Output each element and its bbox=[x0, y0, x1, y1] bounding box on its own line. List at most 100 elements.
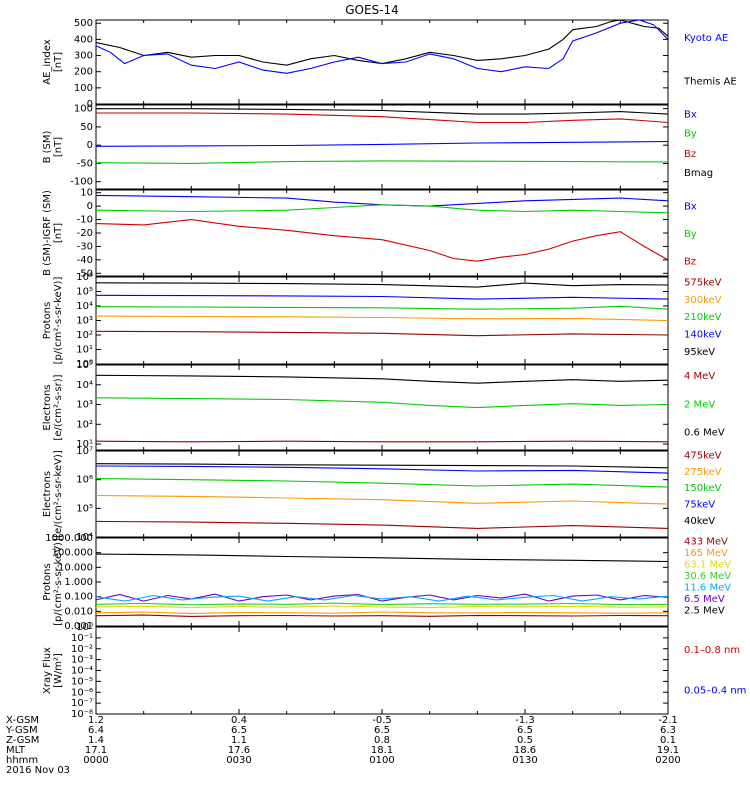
panel-frame bbox=[95, 19, 669, 105]
series-line bbox=[95, 463, 669, 469]
legend-label: 475keV bbox=[684, 450, 722, 461]
orbit-row-label: X-GSM bbox=[6, 715, 39, 726]
orbit-value: 18.1 bbox=[371, 745, 393, 756]
panel-protons2: 0.001 0.010 0.100 1.000 10.000 100.000 1000.00… bbox=[42, 533, 731, 632]
panel-frame bbox=[95, 189, 669, 277]
legend-label: 75keV bbox=[684, 499, 715, 510]
legend-label: By bbox=[684, 229, 697, 240]
y-axis-label: [nT] bbox=[53, 137, 64, 157]
series-line bbox=[95, 477, 669, 488]
orbit-value: -0.5 bbox=[372, 715, 392, 726]
series-line bbox=[95, 440, 669, 443]
y-tick-label: -40 bbox=[77, 255, 93, 266]
legend-label: 2.5 MeV bbox=[684, 605, 725, 616]
series-line bbox=[95, 611, 669, 615]
y-tick-label: 10⁴ bbox=[76, 301, 93, 312]
orbit-value: 6.4 bbox=[88, 725, 104, 736]
y-tick-label: 10⁻⁵ bbox=[71, 676, 93, 687]
y-tick-label: 0 bbox=[87, 99, 93, 110]
series-line bbox=[95, 330, 669, 337]
y-axis-label: [nT] bbox=[53, 52, 64, 72]
panel-electrons1: 10¹ 10² 10³ 10⁴ 10⁵ Electrons [e/(cm²-s-sr)] 4 … bbox=[42, 360, 725, 451]
y-tick-label: 10² bbox=[76, 330, 93, 341]
y-tick-label: 10⁵ bbox=[76, 503, 93, 514]
y-axis-label: Protons bbox=[42, 563, 53, 600]
legend-label: 165 MeV bbox=[684, 548, 728, 559]
y-tick-label: 10⁰ bbox=[76, 622, 93, 633]
orbit-row-label: Z-GSM bbox=[6, 735, 39, 746]
orbit-value: 0.4 bbox=[231, 715, 247, 726]
legend-label: 6.5 MeV bbox=[684, 594, 725, 605]
series-line bbox=[95, 553, 669, 563]
orbit-value: -2.1 bbox=[658, 715, 678, 726]
y-tick-label: 100 bbox=[74, 83, 93, 94]
series-line bbox=[95, 520, 669, 529]
series-line bbox=[95, 19, 669, 66]
y-tick-label: 50 bbox=[80, 122, 93, 133]
y-tick-label: 10⁻¹ bbox=[71, 633, 93, 644]
y-tick-label: 200 bbox=[74, 67, 93, 78]
y-axis-label: Electrons bbox=[42, 384, 53, 430]
legend-label: 63.1 MeV bbox=[684, 560, 731, 571]
y-tick-label: 10⁶ bbox=[76, 272, 93, 283]
orbit-value: 1.2 bbox=[88, 715, 104, 726]
series-line bbox=[95, 494, 669, 505]
panel-protons1: 10⁰ 10¹ 10² 10³ 10⁴ 10⁵ 10⁶ Protons [p/(cm²-s-sr… bbox=[42, 272, 722, 370]
series-line bbox=[95, 294, 669, 300]
orbit-value: 1.4 bbox=[88, 735, 104, 746]
orbit-value: 0130 bbox=[512, 755, 537, 766]
y-tick-label: 10⁰ bbox=[76, 359, 93, 370]
y-tick-label: 10⁶ bbox=[76, 475, 93, 486]
orbit-value: 17.1 bbox=[85, 745, 107, 756]
series-line bbox=[95, 605, 669, 609]
y-tick-label: 0 bbox=[87, 140, 93, 151]
orbit-row-label: MLT bbox=[6, 745, 26, 756]
panel-frame bbox=[95, 626, 669, 715]
legend-label: 300keV bbox=[684, 295, 722, 306]
orbit-value: 6.5 bbox=[231, 725, 247, 736]
y-tick-label: -20 bbox=[77, 228, 93, 239]
y-tick-label: -50 bbox=[77, 268, 93, 279]
y-axis-label: AE_index bbox=[42, 39, 53, 85]
series-line bbox=[95, 160, 669, 164]
legend-label: 0.6 MeV bbox=[684, 427, 725, 438]
y-tick-label: -30 bbox=[77, 241, 93, 252]
legend-label: 4 MeV bbox=[684, 371, 715, 382]
panel-ae: 0 100 200 300 400 500 AE_index [nT] Kyoto AE Them… bbox=[42, 18, 737, 110]
orbit-value: 6.5 bbox=[374, 725, 390, 736]
y-tick-label: 0.100 bbox=[64, 592, 93, 603]
y-tick-label: 10⁻⁶ bbox=[71, 687, 93, 698]
y-tick-label: 10⁷ bbox=[76, 446, 93, 457]
series-line bbox=[95, 305, 669, 310]
y-tick-label: -100 bbox=[70, 177, 93, 188]
y-tick-label: 10⁴ bbox=[76, 380, 93, 391]
y-tick-label: 0.010 bbox=[64, 606, 93, 617]
y-tick-label: 0 bbox=[87, 201, 93, 212]
y-tick-label: 10⁻⁷ bbox=[71, 698, 93, 709]
y-tick-label: 100.000 bbox=[52, 548, 93, 559]
y-tick-label: 10⁵ bbox=[76, 360, 93, 371]
series-line bbox=[95, 374, 669, 384]
panel-frame bbox=[95, 104, 669, 190]
series-line bbox=[95, 594, 669, 602]
y-tick-label: 10⁻³ bbox=[71, 655, 93, 666]
orbit-value: 0.1 bbox=[660, 735, 676, 746]
legend-label: 95keV bbox=[684, 347, 715, 358]
series-line bbox=[95, 140, 669, 147]
orbit-value: 6.5 bbox=[517, 725, 533, 736]
orbit-row-label: hhmm bbox=[6, 755, 38, 766]
orbit-value: 0200 bbox=[655, 755, 680, 766]
y-tick-label: 10¹ bbox=[76, 345, 93, 356]
series-line bbox=[95, 397, 669, 409]
y-axis-label: [e/(cm²-s-sr)] bbox=[53, 374, 64, 440]
y-axis-label: [W/m²] bbox=[53, 653, 64, 688]
y-tick-label: 10² bbox=[76, 419, 93, 430]
series-line bbox=[95, 282, 669, 288]
y-tick-label: 10⁻⁴ bbox=[71, 666, 93, 677]
y-axis-label: B (SM)-IGRF (SM) bbox=[42, 190, 53, 276]
series-line bbox=[95, 614, 669, 617]
legend-label: 433 MeV bbox=[684, 537, 728, 548]
y-tick-label: 400 bbox=[74, 34, 93, 45]
series-line bbox=[95, 315, 669, 322]
